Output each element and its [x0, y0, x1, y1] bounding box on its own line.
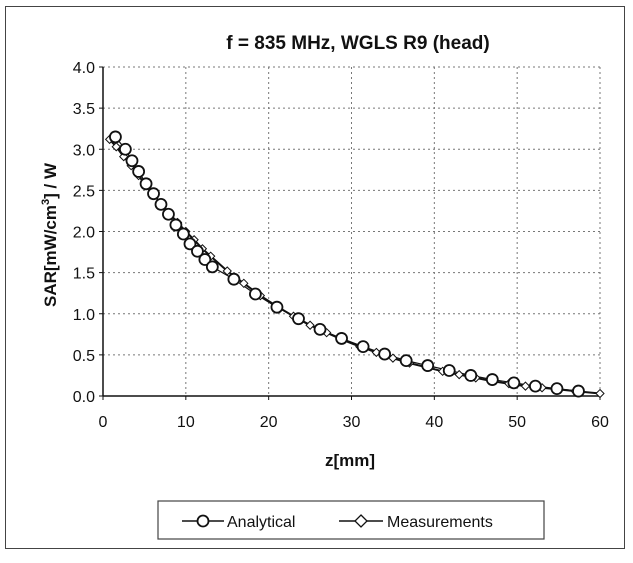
y-tick-label: 1.0 [73, 307, 95, 324]
point-analytical [139, 177, 153, 191]
point-analytical [109, 130, 122, 144]
point-measurements [454, 369, 464, 380]
x-tick-label: 10 [177, 414, 195, 431]
point-analytical [169, 218, 183, 232]
point-analytical [132, 165, 146, 178]
point-measurements [111, 142, 121, 152]
y-tick-label: 0.5 [73, 348, 95, 365]
point-analytical [249, 287, 262, 301]
point-analytical [572, 384, 585, 398]
x-tick-label: 50 [508, 414, 526, 431]
legend: Analytical Measurements [157, 500, 545, 540]
point-analytical [176, 227, 190, 241]
y-tick-label: 1.5 [73, 266, 95, 283]
chart-title: f = 835 MHz, WGLS R9 (head) [226, 33, 489, 54]
axes [99, 66, 601, 400]
y-tick-label: 4.0 [73, 60, 95, 77]
point-analytical [154, 197, 168, 211]
point-analytical [378, 347, 392, 361]
legend-label-measurements: Measurements [387, 514, 493, 531]
point-measurements [222, 266, 232, 276]
chart-frame [5, 6, 625, 549]
point-analytical [198, 253, 212, 266]
x-tick-label: 60 [591, 414, 609, 431]
y-tick-label: 3.0 [73, 142, 95, 159]
legend-marker-analytical [196, 514, 210, 528]
point-analytical [205, 260, 219, 274]
x-tick-label: 20 [260, 414, 278, 431]
point-analytical [399, 354, 413, 368]
point-analytical [125, 154, 139, 168]
point-analytical [421, 359, 435, 372]
point-measurements [305, 320, 315, 330]
y-tick-label: 3.5 [73, 101, 95, 118]
tick-labels: 0 10 20 30 40 50 60 0.0 0.5 1.0 1.5 2.0 2.5 3.0 3.5 4.0 [73, 60, 609, 431]
y-tick-label: 2.0 [73, 225, 95, 242]
point-analytical [356, 340, 370, 354]
x-tick-label: 40 [425, 414, 443, 431]
point-analytical [191, 244, 204, 258]
point-analytical [292, 312, 305, 326]
legend-label-analytical: Analytical [227, 514, 295, 531]
series-layer [104, 130, 605, 399]
point-measurements [520, 381, 531, 391]
y-tick-label: 0.0 [73, 389, 95, 406]
series-line-measurements [108, 138, 601, 395]
point-analytical [442, 364, 456, 377]
point-analytical [464, 369, 478, 382]
x-tick-label: 0 [99, 414, 108, 431]
point-analytical [507, 376, 521, 390]
point-analytical [528, 379, 542, 393]
point-analytical [313, 322, 327, 336]
point-analytical [118, 142, 132, 156]
series-line-analytical [114, 136, 579, 392]
legend-box [157, 500, 545, 540]
y-tick-label: 2.5 [73, 183, 95, 200]
point-analytical [227, 272, 241, 286]
point-measurements [239, 278, 249, 289]
point-measurements [595, 388, 605, 399]
point-analytical [485, 373, 499, 386]
x-axis-label: z[mm] [325, 451, 375, 470]
point-analytical [183, 237, 197, 251]
point-analytical [270, 300, 284, 314]
legend-marker-measurements [354, 514, 368, 528]
point-analytical [335, 332, 348, 345]
point-analytical [162, 207, 175, 221]
x-tick-label: 30 [343, 414, 361, 431]
y-axis-label: SAR[mW/cm3] / W [40, 162, 60, 307]
point-analytical [147, 187, 160, 201]
point-analytical [550, 382, 564, 395]
